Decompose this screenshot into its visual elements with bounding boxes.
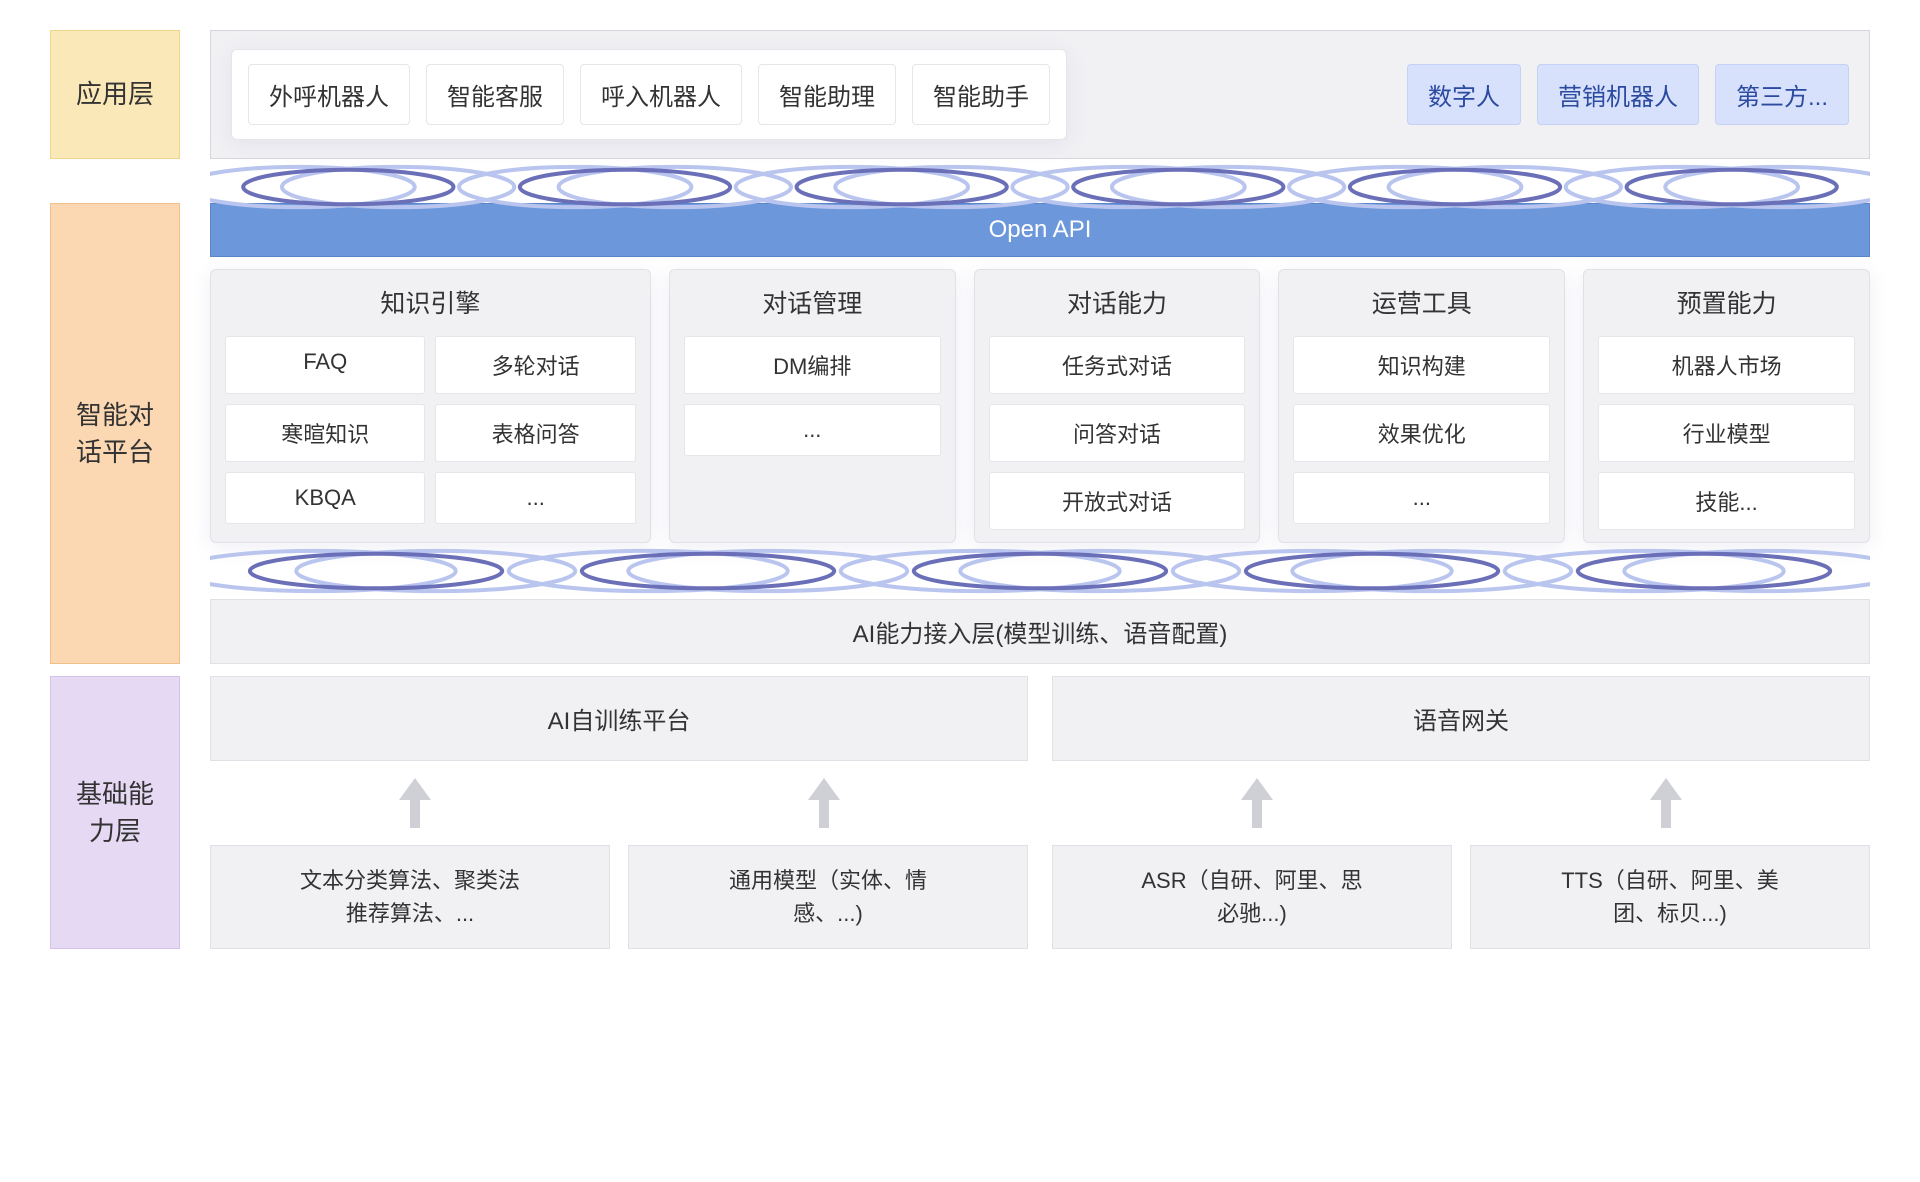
wave-decoration-2	[210, 547, 1870, 595]
external-apps-group: 数字人营销机器人第三方...	[1407, 64, 1849, 125]
module-item: FAQ	[225, 336, 425, 394]
arrow-up-icon	[804, 778, 844, 828]
external-app-chip: 数字人	[1407, 64, 1521, 125]
ai-access-layer: AI能力接入层(模型训练、语音配置)	[210, 599, 1870, 664]
arrow-up-icon	[395, 778, 435, 828]
module-title: 预置能力	[1598, 284, 1855, 320]
module-item: 开放式对话	[989, 472, 1246, 530]
module-item: KBQA	[225, 472, 425, 524]
module-item: 多轮对话	[435, 336, 635, 394]
modules-container: 知识引擎 FAQ多轮对话寒暄知识表格问答KBQA... 对话管理 DM编排... 对话能…	[210, 269, 1870, 543]
architecture-diagram: 应用层 外呼机器人智能客服呼入机器人智能助理智能助手 数字人营销机器人第三方..…	[50, 30, 1870, 961]
module-预置能力: 预置能力机器人市场行业模型技能...	[1583, 269, 1870, 543]
app-chip: 智能助手	[912, 64, 1050, 125]
app-chip: 智能助理	[758, 64, 896, 125]
module-item: 行业模型	[1598, 404, 1855, 462]
app-chip: 智能客服	[426, 64, 564, 125]
capability-box: TTS（自研、阿里、美 团、标贝...)	[1470, 845, 1870, 949]
module-item: 技能...	[1598, 472, 1855, 530]
capability-box: 文本分类算法、聚类法 推荐算法、...	[210, 845, 610, 949]
module-title: 知识引擎	[225, 284, 636, 320]
primary-apps-group: 外呼机器人智能客服呼入机器人智能助理智能助手	[231, 49, 1067, 140]
layer-foundation: 基础能 力层 AI自训练平台语音网关 文本分类算法、聚类法 推荐算法、...通用…	[50, 676, 1870, 949]
foundation-capabilities: 文本分类算法、聚类法 推荐算法、...通用模型（实体、情 感、...)ASR（自…	[210, 845, 1870, 949]
capability-box: ASR（自研、阿里、思 必驰...)	[1052, 845, 1452, 949]
module-item: 表格问答	[435, 404, 635, 462]
open-api-bar: Open API	[210, 203, 1870, 257]
module-item: 知识构建	[1293, 336, 1550, 394]
module-item: 问答对话	[989, 404, 1246, 462]
module-item: ...	[435, 472, 635, 524]
module-title: 运营工具	[1293, 284, 1550, 320]
application-panel: 外呼机器人智能客服呼入机器人智能助理智能助手 数字人营销机器人第三方...	[210, 30, 1870, 159]
arrow-up-icon	[1646, 778, 1686, 828]
module-item: 机器人市场	[1598, 336, 1855, 394]
external-app-chip: 营销机器人	[1537, 64, 1699, 125]
arrow-up-icon	[1237, 778, 1277, 828]
module-item: ...	[1293, 472, 1550, 524]
app-chip: 外呼机器人	[248, 64, 410, 125]
module-item: 任务式对话	[989, 336, 1246, 394]
module-item: ...	[684, 404, 941, 456]
wave-decoration-1	[210, 163, 1870, 211]
module-知识引擎: 知识引擎 FAQ多轮对话寒暄知识表格问答KBQA...	[210, 269, 651, 543]
layer-label-platform: 智能对 话平台	[50, 203, 180, 664]
module-对话管理: 对话管理 DM编排...	[669, 269, 956, 543]
foundation-platforms: AI自训练平台语音网关	[210, 676, 1870, 761]
module-item: 寒暄知识	[225, 404, 425, 462]
module-item: 效果优化	[1293, 404, 1550, 462]
app-chip: 呼入机器人	[580, 64, 742, 125]
external-app-chip: 第三方...	[1715, 64, 1849, 125]
layer-application: 应用层 外呼机器人智能客服呼入机器人智能助理智能助手 数字人营销机器人第三方..…	[50, 30, 1870, 159]
module-运营工具: 运营工具知识构建效果优化...	[1278, 269, 1565, 543]
module-对话能力: 对话能力任务式对话问答对话开放式对话	[974, 269, 1261, 543]
arrows-row	[210, 773, 1870, 833]
capability-box: 通用模型（实体、情 感、...)	[628, 845, 1028, 949]
platform-box: 语音网关	[1052, 676, 1870, 761]
module-title: 对话能力	[989, 284, 1246, 320]
layer-label-application: 应用层	[50, 30, 180, 159]
platform-box: AI自训练平台	[210, 676, 1028, 761]
layer-label-foundation: 基础能 力层	[50, 676, 180, 949]
module-item: DM编排	[684, 336, 941, 394]
module-title: 对话管理	[684, 284, 941, 320]
layer-dialogue-platform: 智能对 话平台 Open API 知识引擎 FAQ多轮对话寒暄知识表格问答KBQA…	[50, 203, 1870, 664]
